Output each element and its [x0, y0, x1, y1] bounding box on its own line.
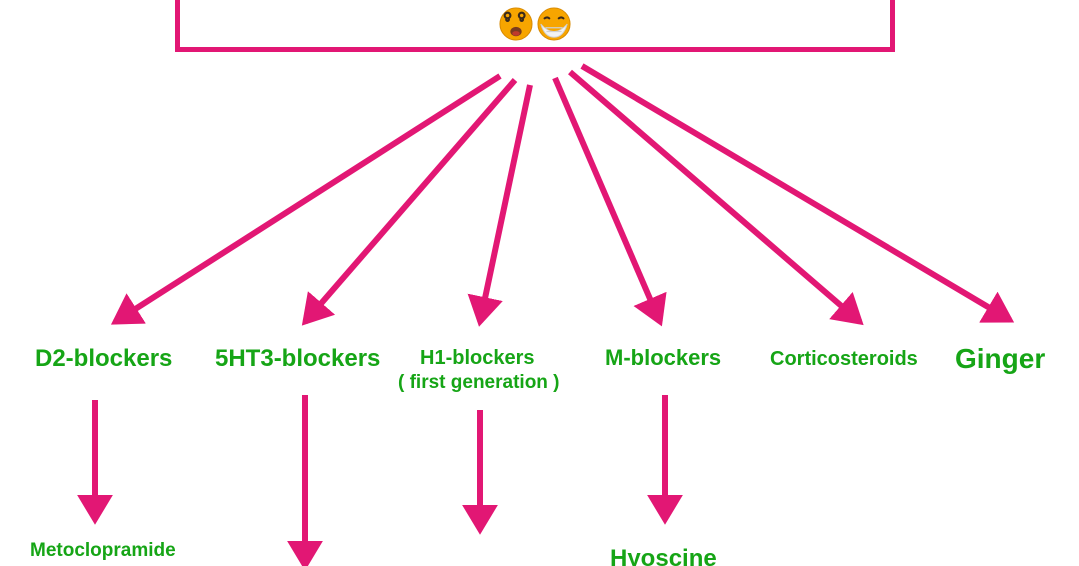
root-category-box — [175, 0, 895, 52]
arrow-to-ginger — [582, 66, 1010, 320]
dizzy-face-icon — [499, 7, 533, 41]
category-m: M-blockers — [605, 345, 721, 371]
arrow-to-5ht3 — [305, 80, 515, 322]
arrows-layer — [0, 0, 1079, 566]
arrow-to-cort — [570, 72, 860, 322]
arrow-to-m — [555, 78, 660, 322]
arrow-to-h1 — [480, 85, 530, 322]
category-cort: Corticosteroids — [770, 348, 918, 371]
example-metoclopramide: Metoclopramide — [30, 540, 176, 562]
category-ginger: Ginger — [955, 343, 1045, 375]
arrow-to-d2 — [115, 76, 500, 322]
example-hyoscine: Hyoscine — [610, 545, 717, 566]
emoji-row — [499, 7, 571, 41]
category-d2: D2-blockers — [35, 345, 172, 373]
category-5ht3: 5HT3-blockers — [215, 345, 380, 373]
category-h1: H1-blockers — [420, 347, 535, 370]
mask-face-icon — [537, 7, 571, 41]
category-h1-subtitle: ( first generation ) — [398, 372, 560, 394]
